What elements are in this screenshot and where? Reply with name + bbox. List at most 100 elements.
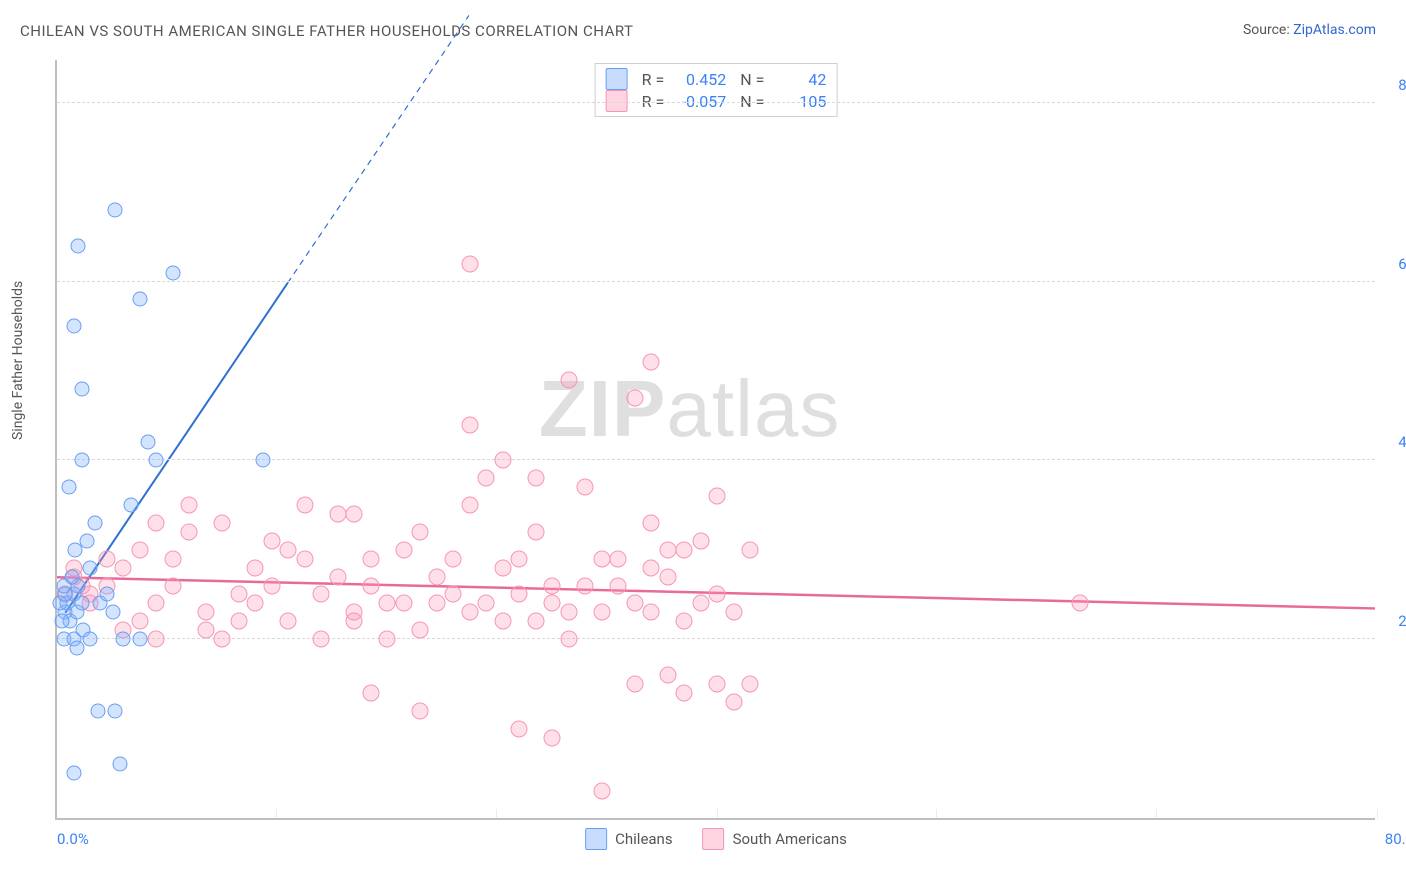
data-point bbox=[461, 416, 478, 433]
gridline-v bbox=[1156, 809, 1157, 819]
data-point bbox=[230, 613, 247, 630]
data-point bbox=[69, 641, 84, 656]
data-point bbox=[742, 675, 759, 692]
data-point bbox=[280, 613, 297, 630]
data-point bbox=[74, 381, 89, 396]
data-point bbox=[71, 238, 86, 253]
data-point bbox=[296, 497, 313, 514]
data-point bbox=[54, 614, 69, 629]
data-point bbox=[395, 595, 412, 612]
n-value-blue: 42 bbox=[774, 70, 826, 89]
data-point bbox=[412, 702, 429, 719]
data-point bbox=[164, 577, 181, 594]
y-tick-label: 4.0% bbox=[1398, 433, 1406, 451]
data-point bbox=[692, 532, 709, 549]
data-point bbox=[313, 586, 330, 603]
data-point bbox=[412, 523, 429, 540]
data-point bbox=[91, 703, 106, 718]
data-point bbox=[626, 675, 643, 692]
data-point bbox=[107, 203, 122, 218]
data-point bbox=[256, 453, 271, 468]
data-point bbox=[61, 480, 76, 495]
swatch-pink bbox=[703, 828, 725, 850]
data-point bbox=[148, 514, 165, 531]
data-point bbox=[461, 604, 478, 621]
data-point bbox=[247, 559, 264, 576]
data-point bbox=[428, 595, 445, 612]
data-point bbox=[544, 577, 561, 594]
data-point bbox=[99, 587, 114, 602]
data-point bbox=[115, 559, 132, 576]
data-point bbox=[181, 523, 198, 540]
data-point bbox=[709, 586, 726, 603]
x-tick-label: 0.0% bbox=[57, 830, 89, 848]
data-point bbox=[527, 470, 544, 487]
data-point bbox=[346, 613, 363, 630]
data-point bbox=[263, 532, 280, 549]
data-point bbox=[362, 684, 379, 701]
data-point bbox=[659, 541, 676, 558]
legend-series: Chileans South Americans bbox=[585, 828, 847, 850]
data-point bbox=[709, 488, 726, 505]
data-point bbox=[577, 479, 594, 496]
data-point bbox=[124, 498, 139, 513]
y-tick-label: 2.0% bbox=[1398, 612, 1406, 630]
data-point bbox=[494, 452, 511, 469]
source-attribution: Source: ZipAtlas.com bbox=[1243, 22, 1376, 38]
data-point bbox=[346, 506, 363, 523]
data-point bbox=[87, 515, 102, 530]
data-point bbox=[544, 729, 561, 746]
data-point bbox=[140, 435, 155, 450]
data-point bbox=[494, 559, 511, 576]
data-point bbox=[511, 550, 528, 567]
legend-label-chileans: Chileans bbox=[615, 830, 672, 848]
legend-item-chileans: Chileans bbox=[585, 828, 672, 850]
data-point bbox=[610, 550, 627, 567]
data-point bbox=[593, 550, 610, 567]
n-label: N = bbox=[740, 70, 764, 89]
data-point bbox=[527, 523, 544, 540]
data-point bbox=[148, 595, 165, 612]
data-point bbox=[296, 550, 313, 567]
data-point bbox=[742, 541, 759, 558]
data-point bbox=[230, 586, 247, 603]
data-point bbox=[149, 453, 164, 468]
data-point bbox=[511, 586, 528, 603]
data-point bbox=[709, 675, 726, 692]
data-point bbox=[53, 596, 68, 611]
legend-correlation: R = 0.452 N = 42 R = -0.057 N = 105 bbox=[595, 63, 838, 117]
data-point bbox=[626, 389, 643, 406]
data-point bbox=[692, 595, 709, 612]
data-point bbox=[725, 693, 742, 710]
source-link[interactable]: ZipAtlas.com bbox=[1293, 22, 1376, 38]
data-point bbox=[527, 613, 544, 630]
r-label: R = bbox=[642, 70, 665, 89]
gridline-v bbox=[936, 809, 937, 819]
data-point bbox=[478, 595, 495, 612]
data-point bbox=[131, 541, 148, 558]
data-point bbox=[379, 631, 396, 648]
watermark-zip: ZIP bbox=[539, 364, 666, 453]
data-point bbox=[478, 470, 495, 487]
data-point bbox=[362, 577, 379, 594]
data-point bbox=[676, 541, 693, 558]
data-point bbox=[395, 541, 412, 558]
r-value-blue: 0.452 bbox=[674, 70, 726, 89]
source-label: Source: bbox=[1243, 22, 1293, 38]
data-point bbox=[560, 631, 577, 648]
data-point bbox=[132, 292, 147, 307]
data-point bbox=[131, 613, 148, 630]
legend-row-blue: R = 0.452 N = 42 bbox=[606, 68, 827, 90]
data-point bbox=[313, 631, 330, 648]
data-point bbox=[1072, 595, 1089, 612]
data-point bbox=[214, 514, 231, 531]
gridline-h bbox=[57, 638, 1375, 639]
data-point bbox=[74, 453, 89, 468]
data-point bbox=[112, 757, 127, 772]
data-point bbox=[379, 595, 396, 612]
data-point bbox=[263, 577, 280, 594]
data-point bbox=[428, 568, 445, 585]
x-tick-label: 80.0% bbox=[1385, 830, 1406, 848]
data-point bbox=[445, 550, 462, 567]
data-point bbox=[560, 371, 577, 388]
